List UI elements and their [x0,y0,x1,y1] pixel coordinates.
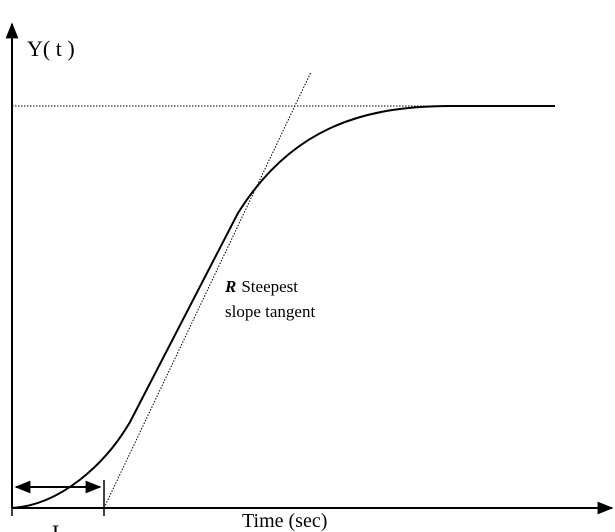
annotation-symbol: R [224,277,236,296]
delay-label: L [52,520,65,532]
annotation-line: slope tangent [225,302,315,321]
annotation-line: Steepest [241,277,298,296]
x-axis-label: Time (sec) [242,510,327,532]
annotation: R Steepest [224,277,298,296]
y-axis-label: Y( t ) [27,36,75,61]
tangent-line [103,71,312,509]
